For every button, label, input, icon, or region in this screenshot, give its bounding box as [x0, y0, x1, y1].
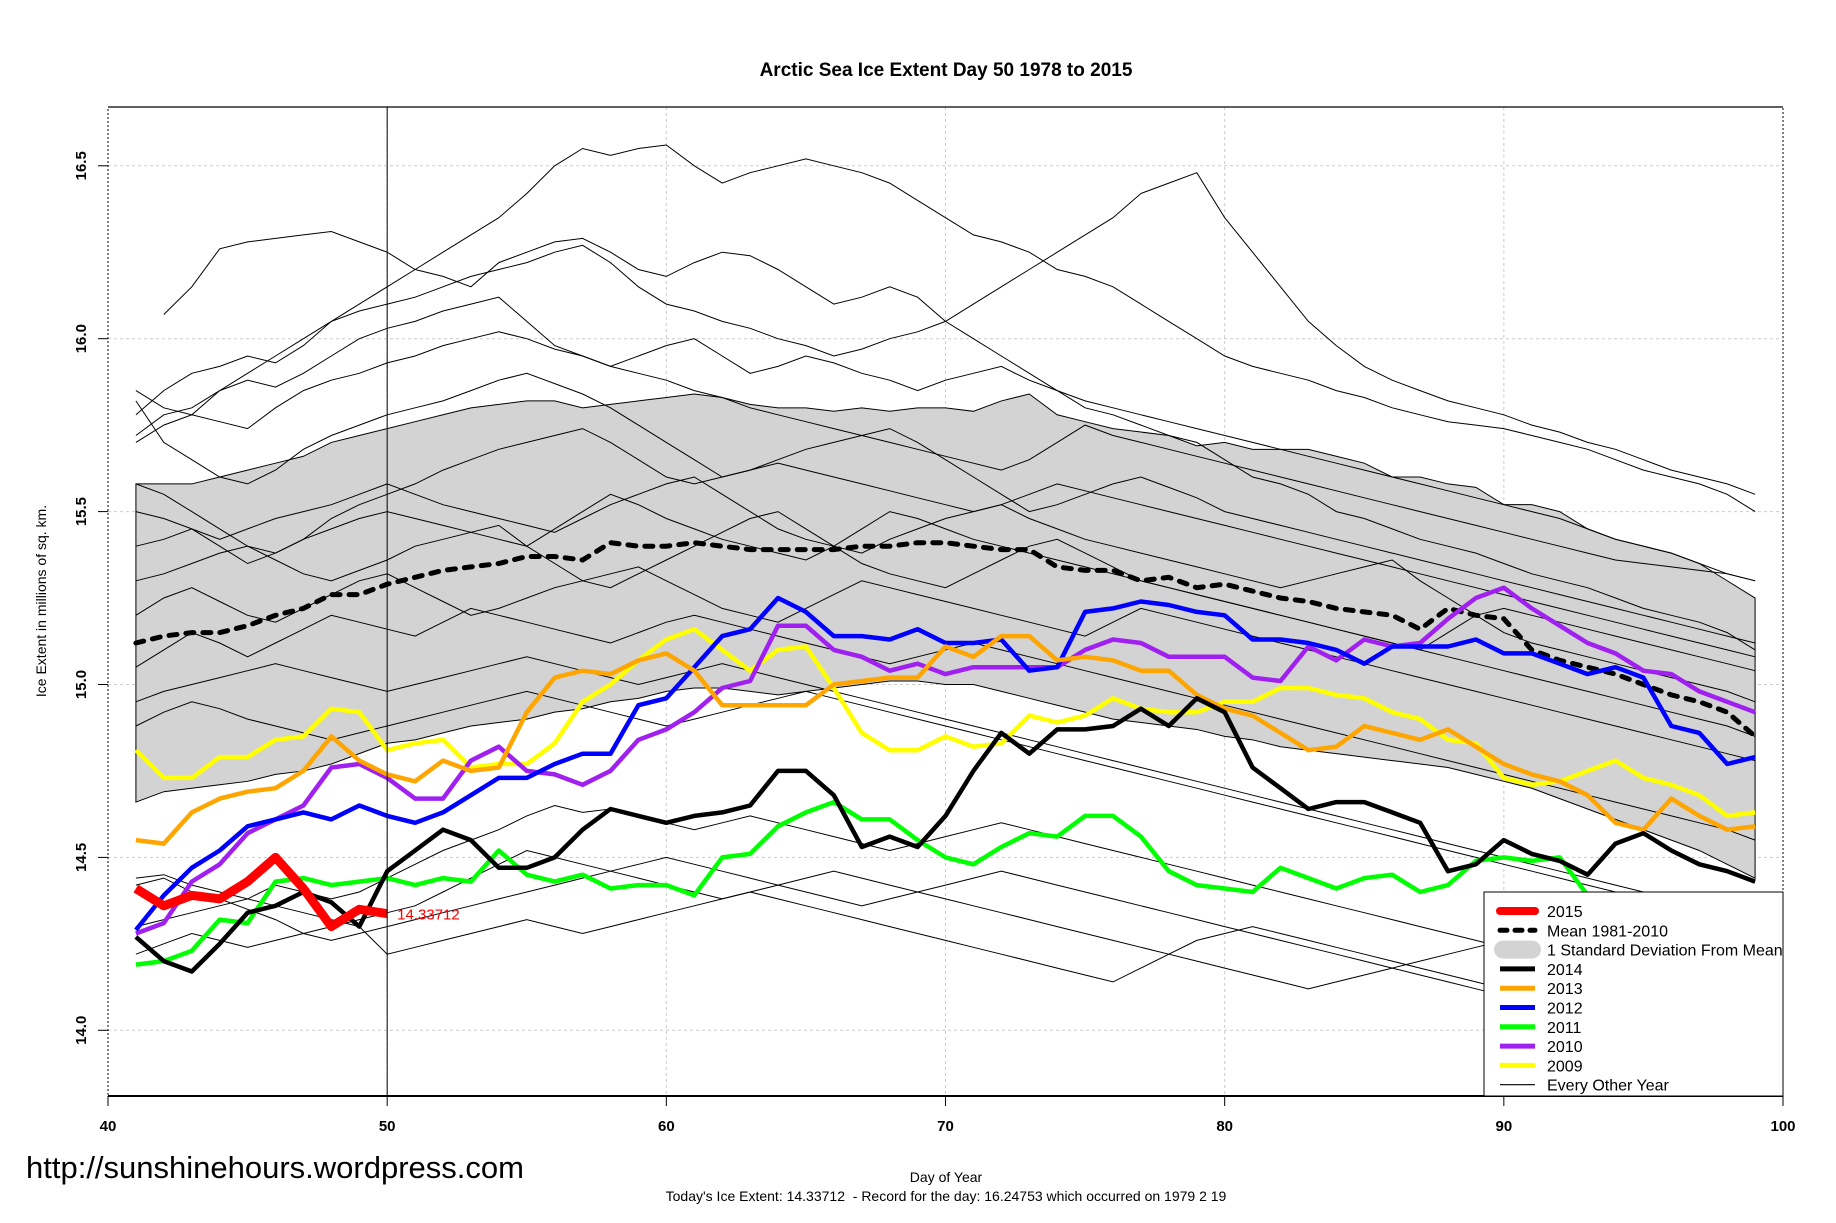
other-year-line: [135, 656, 1756, 921]
y-axis-label: Ice Extent in millions of sq. km.: [33, 505, 49, 697]
chart-title: Arctic Sea Ice Extent Day 50 1978 to 201…: [760, 60, 1133, 81]
legend-label: 2012: [1547, 1001, 1583, 1018]
legend-label: 2014: [1547, 962, 1583, 979]
watermark-url: http://sunshinehours.wordpress.com: [26, 1150, 524, 1185]
other-year-line: [135, 144, 1756, 513]
mean-layer: [133, 540, 1758, 739]
other-year-line: [135, 511, 1756, 737]
series-layer: [133, 585, 1756, 974]
other-year-line: [135, 296, 1756, 582]
legend-label: 2015: [1547, 904, 1583, 921]
series-line-2011: [135, 799, 1756, 967]
x-tick-label: 50: [379, 1118, 396, 1135]
series-line-2010: [135, 585, 1756, 936]
x-axis: 40 50 60 70 80 90 100: [100, 1096, 1796, 1135]
x-tick-label: 90: [1495, 1118, 1512, 1135]
series-line-2014: [134, 696, 1756, 974]
legend-label: 2011: [1547, 1020, 1582, 1037]
y-tick-label: 15.0: [73, 670, 90, 699]
x-tick-label: 70: [937, 1118, 954, 1135]
legend-label: Mean 1981-2010: [1547, 923, 1668, 940]
legend-label: 2013: [1547, 981, 1583, 998]
y-axis: 14.0 14.5 15.0 15.5 16.0 16.5: [73, 151, 108, 1045]
legend-label: 2010: [1547, 1039, 1583, 1056]
x-tick-label: 60: [658, 1118, 675, 1135]
y-tick-label: 16.0: [73, 324, 90, 353]
x-axis-label: Day of Year: [910, 1169, 983, 1185]
y-tick-label: 15.5: [73, 497, 90, 526]
other-year-line: [135, 372, 1756, 644]
x-tick-label: 100: [1770, 1118, 1795, 1135]
legend-label: Every Other Year: [1547, 1078, 1670, 1095]
series-line-2015: [133, 852, 388, 932]
other-year-line: [135, 493, 1756, 672]
other-year-line: [135, 331, 1756, 582]
today-value-label: 14.33712: [397, 907, 460, 924]
other-year-line: [135, 172, 1756, 495]
legend: 2015 Mean 1981-2010 1 Standard Deviation F…: [1483, 891, 1784, 1097]
other-year-line: [135, 476, 1756, 703]
y-tick-label: 16.5: [73, 151, 90, 180]
other-year-line: [135, 566, 1756, 762]
series-line-2012: [134, 595, 1756, 932]
legend-box: [1483, 891, 1784, 1097]
legend-label: 2009: [1547, 1058, 1583, 1075]
other-year-line: [135, 607, 1756, 841]
footer-text: Today's Ice Extent: 14.33712 - Record fo…: [666, 1188, 1227, 1204]
series-line-2013: [135, 633, 1756, 846]
x-tick-label: 40: [100, 1118, 117, 1135]
x-tick-label: 80: [1216, 1118, 1233, 1135]
y-tick-label: 14.0: [73, 1016, 90, 1045]
mean-line: [133, 540, 1758, 739]
y-tick-label: 14.5: [73, 843, 90, 872]
legend-label: 1 Standard Deviation From Mean: [1547, 943, 1783, 960]
other-year-line: [163, 230, 1756, 651]
other-year-line: [135, 428, 1756, 658]
legend-swatch-band: [1494, 940, 1541, 959]
